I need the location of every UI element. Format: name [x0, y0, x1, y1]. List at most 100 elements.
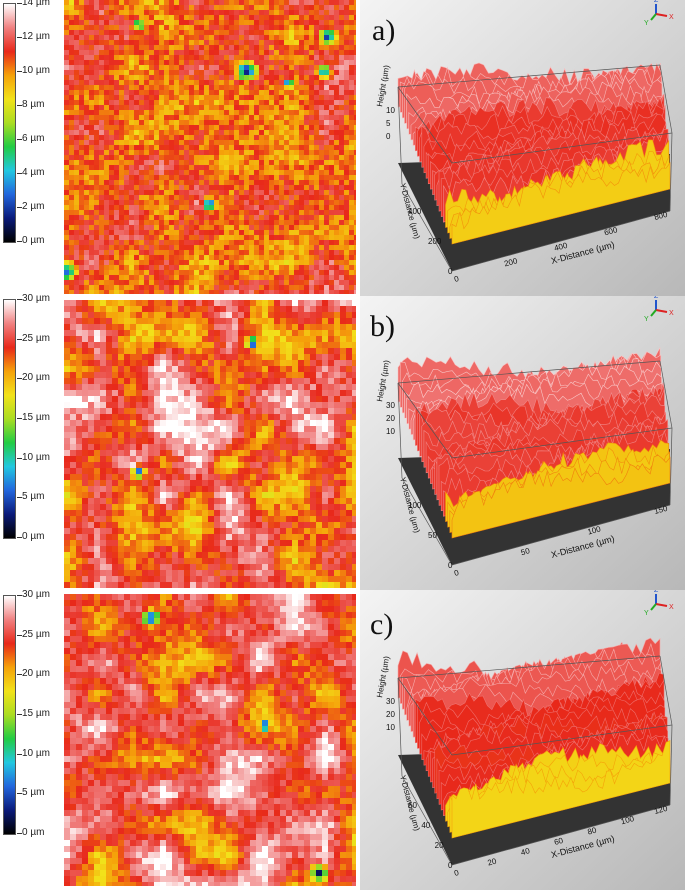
height-map-cell [268, 348, 274, 354]
height-map-cell [124, 205, 129, 210]
height-map-cell [139, 290, 144, 294]
height-map-cell [339, 165, 344, 170]
height-map-cell [239, 130, 244, 135]
height-map-cell [69, 255, 74, 260]
height-map-cell [129, 145, 134, 150]
height-map-cell [190, 444, 196, 450]
height-map-cell [74, 115, 79, 120]
height-map-cell [344, 230, 349, 235]
height-map-cell [94, 190, 99, 195]
height-map-cell [154, 60, 159, 65]
height-map-cell [109, 140, 114, 145]
height-map-cell [344, 250, 349, 255]
height-map-cell [249, 150, 254, 155]
height-map-cell [294, 255, 299, 260]
height-map-cell [130, 402, 136, 408]
height-map-cell [349, 90, 354, 95]
height-map-cell [254, 5, 259, 10]
height-map-cell [238, 312, 244, 318]
height-map-cell [144, 260, 149, 265]
height-map-cell [169, 185, 174, 190]
height-map-cell [334, 225, 339, 230]
height-map-cell [129, 245, 134, 250]
height-map-cell [299, 100, 304, 105]
height-map-cell [234, 110, 239, 115]
height-map-cell [334, 30, 339, 35]
height-map-cell [234, 270, 239, 275]
height-map-cell [349, 205, 354, 210]
height-map-cell [154, 55, 159, 60]
height-map-cell [189, 140, 194, 145]
height-map-cell [160, 390, 166, 396]
height-map-cell [264, 240, 269, 245]
height-map-cell [74, 190, 79, 195]
height-map-cell [94, 85, 99, 90]
height-map-cell [274, 348, 280, 354]
height-map-cell [148, 396, 154, 402]
height-map-cell [219, 275, 224, 280]
height-map-cell [274, 280, 279, 285]
height-map-cell [304, 402, 310, 408]
height-map-cell [189, 35, 194, 40]
height-map-cell [64, 280, 69, 285]
height-map-cell [94, 40, 99, 45]
height-map-cell [244, 30, 249, 35]
height-map-cell [184, 225, 189, 230]
height-map-cell [190, 426, 196, 432]
height-map-cell [259, 180, 264, 185]
height-map-cell [64, 0, 69, 5]
height-map-cell [112, 468, 118, 474]
height-map-cell [249, 250, 254, 255]
height-map-cell [204, 170, 209, 175]
height-map-cell [349, 25, 354, 30]
height-map-cell [319, 180, 324, 185]
height-map-cell [289, 155, 294, 160]
height-map-cell [149, 215, 154, 220]
height-map-cell [274, 255, 279, 260]
height-map-cell [204, 50, 209, 55]
height-map-cell [184, 165, 189, 170]
height-map-cell [249, 285, 254, 290]
height-map-cell [154, 312, 160, 318]
height-map-cell [219, 245, 224, 250]
height-map-cell [292, 450, 298, 456]
height-map-cell [224, 25, 229, 30]
height-map-cell [144, 205, 149, 210]
height-map-cell [129, 270, 134, 275]
height-map-cell [104, 45, 109, 50]
height-map-cell [249, 240, 254, 245]
height-map-cell [279, 65, 284, 70]
height-map-cell [160, 432, 166, 438]
height-map-cell [264, 10, 269, 15]
height-map-cell [214, 135, 219, 140]
height-map-cell [179, 180, 184, 185]
height-map-cell [324, 250, 329, 255]
height-map-cell [104, 130, 109, 135]
height-map-cell [274, 260, 279, 265]
height-map-cell [118, 312, 124, 318]
height-map-cell [229, 250, 234, 255]
height-map-cell [114, 180, 119, 185]
height-map-cell [89, 235, 94, 240]
height-map-cell [344, 240, 349, 245]
height-map-cell [124, 366, 130, 372]
height-map-cell [209, 25, 214, 30]
height-map-cell [239, 0, 244, 5]
height-map-cell [244, 95, 249, 100]
height-map-cell [268, 450, 274, 456]
height-map-cell [129, 165, 134, 170]
height-map-cell [214, 65, 219, 70]
height-map-cell [106, 300, 112, 306]
height-map-cell [268, 300, 274, 306]
height-map-cell [114, 220, 119, 225]
height-map-cell [229, 265, 234, 270]
height-map-cell [124, 70, 129, 75]
height-map-cell [76, 468, 82, 474]
height-map-cell [94, 60, 99, 65]
height-map-cell [189, 135, 194, 140]
height-map-cell [64, 354, 70, 360]
height-map-cell [328, 414, 334, 420]
height-map-cell [114, 120, 119, 125]
height-map-cell [279, 235, 284, 240]
height-map-cell [344, 105, 349, 110]
